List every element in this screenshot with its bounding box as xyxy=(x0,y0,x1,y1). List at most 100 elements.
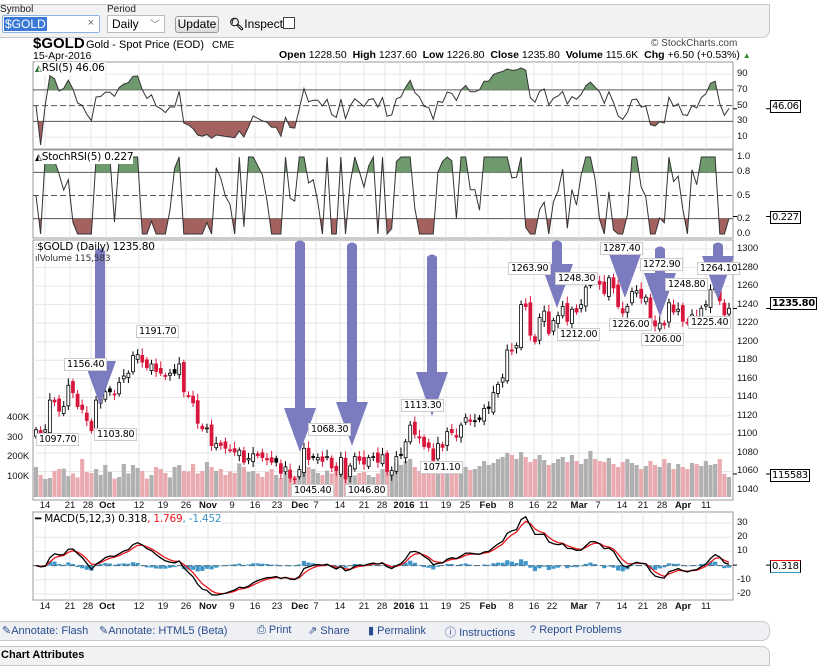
x-axis-label: 19 xyxy=(441,500,452,511)
candle-body xyxy=(132,356,135,372)
candle-body xyxy=(709,290,712,308)
volume-bar xyxy=(149,475,153,497)
candle-body xyxy=(524,304,527,307)
macd-histogram-bar xyxy=(464,563,468,565)
macd-histogram-bar xyxy=(574,566,578,568)
x-axis-label: 14 xyxy=(617,500,628,511)
candle-body xyxy=(473,421,476,422)
macd-value-box: 0.318 xyxy=(770,560,801,573)
price-annotation-label: 1287.40 xyxy=(600,242,643,255)
volume-bar xyxy=(542,460,546,497)
help-icon: ? xyxy=(530,624,536,636)
candle-body xyxy=(566,304,569,322)
macd-histogram-bar xyxy=(713,562,717,566)
x-axis-label: 22 xyxy=(547,601,558,612)
link-text: Print xyxy=(269,624,292,636)
link-text: Instructions xyxy=(459,627,515,639)
candle-body xyxy=(584,287,587,306)
volume-bar xyxy=(561,457,565,497)
volume-bar xyxy=(140,471,144,497)
candle-body xyxy=(704,305,707,306)
macd-histogram-bar xyxy=(173,566,177,567)
candle-body xyxy=(289,471,292,478)
macd-histogram-bar xyxy=(131,562,135,565)
x-axis-label: 14 xyxy=(40,500,51,511)
x-axis-label: 12 xyxy=(134,500,145,511)
volume-bar xyxy=(200,471,204,497)
volume-bar xyxy=(233,473,237,497)
volume-bar xyxy=(177,465,181,497)
macd-histogram-bar xyxy=(196,566,200,572)
printer-icon: ⎙ xyxy=(257,624,266,636)
volume-bar xyxy=(99,475,103,497)
candle-body xyxy=(145,360,148,368)
candle-body xyxy=(339,458,342,475)
macd-histogram-bar xyxy=(542,566,546,567)
volume-bar xyxy=(690,463,694,497)
price-annotation-label: 1206.00 xyxy=(641,333,684,346)
price-axis-label: 1200 xyxy=(737,336,758,347)
volume-bar xyxy=(533,459,537,497)
volume-bar xyxy=(681,467,685,497)
volume-bar xyxy=(34,467,38,497)
volume-bar xyxy=(519,452,523,497)
macd-histogram-bar xyxy=(66,562,70,565)
candle-body xyxy=(321,457,324,461)
annotate-flash-link[interactable]: ✎Annotate: Flash xyxy=(2,624,88,637)
macd-histogram-bar xyxy=(380,565,384,566)
macd-histogram-bar xyxy=(246,564,250,565)
price-axis-label: 1300 xyxy=(737,243,758,254)
report-problems-link[interactable]: ? Report Problems xyxy=(530,624,622,636)
volume-bar xyxy=(556,459,560,497)
macd-signal-text: , 1.769 xyxy=(147,513,182,525)
x-axis-label: 28 xyxy=(657,500,668,511)
candle-body xyxy=(326,457,329,458)
macd-histogram-bar xyxy=(279,566,283,567)
price-annotation-label: 1068.30 xyxy=(308,423,351,436)
candle-body xyxy=(150,364,153,371)
volume-bar xyxy=(538,455,542,497)
candle-body xyxy=(113,394,116,395)
macd-histogram-bar xyxy=(307,562,311,565)
volume-bar xyxy=(514,459,518,497)
bookmark-icon: ▮ xyxy=(368,625,374,637)
volume-bar xyxy=(584,459,588,497)
candle-body xyxy=(483,408,486,421)
candle-body xyxy=(543,311,546,321)
x-axis-label: 28 xyxy=(657,601,668,612)
stochrsi-title: ◭StochRSI(5) 0.227 xyxy=(35,151,133,164)
instructions-link[interactable]: ⓘ Instructions xyxy=(445,624,515,640)
candle-body xyxy=(658,323,661,329)
x-axis-label: 23 xyxy=(272,601,283,612)
x-axis-label: 8 xyxy=(508,601,513,612)
candle-body xyxy=(247,459,250,460)
candle-body xyxy=(386,453,389,471)
permalink-link[interactable]: ▮ Permalink xyxy=(368,624,426,637)
volume-bar xyxy=(71,473,75,497)
x-axis-label: 21 xyxy=(359,601,370,612)
annotate-html5-link[interactable]: ✎Annotate: HTML5 (Beta) xyxy=(99,624,227,637)
macd-histogram-bar xyxy=(431,566,435,570)
print-link[interactable]: ⎙ Print xyxy=(257,624,292,637)
macd-histogram-bar xyxy=(667,563,671,565)
candle-body xyxy=(681,306,684,322)
x-axis-label: 16 xyxy=(529,500,540,511)
volume-bar xyxy=(501,457,505,497)
volume-bar xyxy=(630,463,634,497)
candle-body xyxy=(469,420,472,421)
candle-body xyxy=(547,312,550,334)
candle-body xyxy=(390,471,393,476)
stoch-icon: ◭ xyxy=(35,153,42,163)
macd-histogram-bar xyxy=(551,566,555,569)
chart-attributes-section[interactable]: Chart Attributes xyxy=(0,646,770,666)
candle-body xyxy=(631,292,634,303)
macd-histogram-bar xyxy=(671,564,675,566)
volume-bar xyxy=(464,467,468,497)
share-link[interactable]: ⇗ Share xyxy=(308,624,350,637)
macd-histogram-bar xyxy=(685,566,689,567)
macd-histogram-bar xyxy=(214,566,218,568)
macd-histogram-bar xyxy=(209,566,213,570)
candle-body xyxy=(450,429,453,432)
volume-bar xyxy=(450,471,454,497)
x-axis-label: 22 xyxy=(547,500,558,511)
